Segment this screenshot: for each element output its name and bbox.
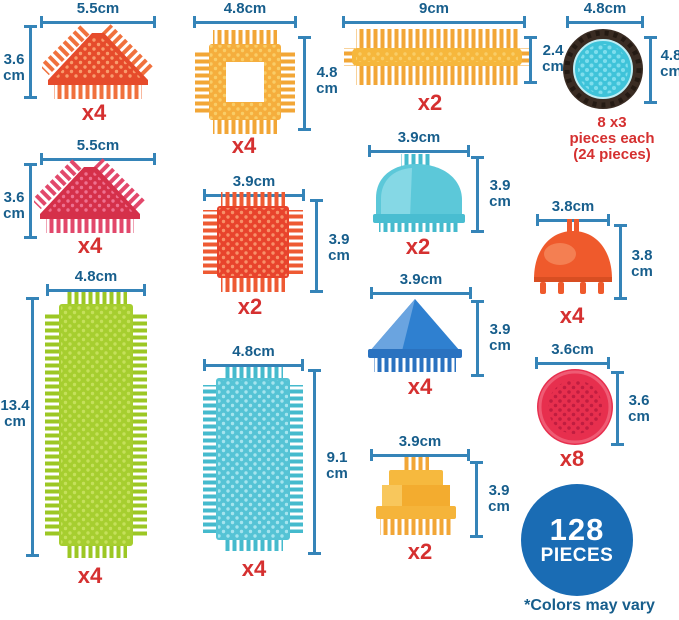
pieces-count: 128 bbox=[549, 511, 605, 547]
quantity-label: x2 bbox=[405, 234, 431, 259]
width-dimension: 4.8cm bbox=[193, 0, 297, 28]
width-label: 4.8cm bbox=[74, 268, 118, 285]
total-pieces-badge: 128 PIECES bbox=[521, 484, 633, 596]
height-dimension bbox=[644, 36, 657, 104]
quantity-label: x2 bbox=[417, 90, 443, 115]
quantity-label: x8 bbox=[559, 446, 585, 471]
blue-dome-shape bbox=[373, 154, 465, 232]
height-label: 4.8 cm bbox=[660, 47, 679, 81]
quantity-label: x2 bbox=[237, 294, 263, 319]
width-dimension: 3.9cm bbox=[370, 433, 470, 461]
quantity-label: x4 bbox=[77, 233, 103, 258]
yellow-rod-shape bbox=[344, 29, 530, 85]
width-label: 3.9cm bbox=[232, 173, 276, 190]
green-plate-shape bbox=[45, 292, 147, 558]
width-dimension: 3.6cm bbox=[535, 341, 610, 369]
width-label: 4.8cm bbox=[583, 0, 627, 17]
dimension-line bbox=[535, 357, 610, 369]
width-label: 3.9cm bbox=[398, 433, 442, 450]
width-dimension: 5.5cm bbox=[40, 137, 156, 165]
width-label: 4.8cm bbox=[232, 343, 275, 360]
width-label: 3.8cm bbox=[551, 198, 595, 215]
height-dimension bbox=[524, 36, 537, 84]
height-dimension bbox=[614, 224, 627, 300]
wheel-quantity-note: 8 x3 pieces each (24 pieces) bbox=[569, 114, 655, 164]
dimension-line bbox=[40, 153, 156, 165]
height-label: 3.6 cm bbox=[3, 189, 25, 223]
height-label: 3.9 cm bbox=[488, 482, 510, 516]
orange-triangle-shape bbox=[42, 24, 154, 99]
red-triangle-shape bbox=[34, 158, 146, 233]
width-dimension: 4.8cm bbox=[203, 343, 304, 371]
dimension-line bbox=[203, 359, 304, 371]
width-label: 3.9cm bbox=[399, 271, 443, 288]
dimension-line bbox=[40, 16, 156, 28]
height-dimension bbox=[471, 156, 484, 233]
quantity-label: x4 bbox=[241, 556, 267, 581]
dimension-line bbox=[46, 284, 146, 296]
pieces-label: PIECES bbox=[540, 544, 614, 566]
width-dimension: 4.8cm bbox=[566, 0, 644, 28]
quantity-label: x2 bbox=[407, 539, 433, 564]
colors-may-vary-footnote: *Colors may vary bbox=[524, 597, 655, 614]
dimension-line bbox=[342, 16, 526, 28]
quantity-label: x4 bbox=[81, 100, 107, 125]
height-label: 3.6 cm bbox=[628, 392, 650, 426]
width-label: 5.5cm bbox=[76, 137, 120, 154]
height-dimension bbox=[24, 163, 37, 239]
height-dimension bbox=[24, 25, 37, 99]
height-label: 9.1 cm bbox=[326, 449, 348, 483]
height-label: 3.9 cm bbox=[489, 321, 511, 355]
height-dimension bbox=[308, 369, 321, 555]
dimension-line bbox=[368, 145, 470, 157]
height-dimension bbox=[470, 461, 483, 538]
width-label: 4.8cm bbox=[223, 0, 267, 17]
red-disc-shape bbox=[537, 369, 613, 445]
height-label: 3.9 cm bbox=[489, 177, 511, 211]
height-dimension bbox=[26, 297, 39, 557]
quantity-label: x4 bbox=[407, 374, 433, 399]
wheel-shape bbox=[563, 29, 643, 109]
orange-dome-shape bbox=[534, 219, 612, 294]
width-dimension: 3.8cm bbox=[536, 198, 610, 226]
quantity-label: x4 bbox=[231, 133, 257, 158]
width-dimension: 3.9cm bbox=[370, 271, 472, 299]
width-dimension: 3.9cm bbox=[368, 129, 470, 157]
dimension-line bbox=[536, 214, 610, 226]
height-label: 4.8 cm bbox=[316, 64, 338, 98]
width-dimension: 9cm bbox=[342, 0, 526, 28]
width-label: 9cm bbox=[418, 0, 450, 17]
height-dimension bbox=[298, 36, 311, 131]
width-label: 5.5cm bbox=[76, 0, 120, 17]
blue-plate-shape bbox=[203, 367, 303, 551]
dimension-line bbox=[193, 16, 297, 28]
height-dimension bbox=[471, 300, 484, 377]
dimension-line bbox=[370, 449, 470, 461]
yellow-frame-shape bbox=[195, 30, 295, 134]
width-label: 3.9cm bbox=[397, 129, 441, 146]
height-label: 2.4 cm bbox=[542, 42, 564, 76]
dimension-line bbox=[370, 287, 472, 299]
quantity-label: x4 bbox=[77, 563, 103, 588]
width-dimension: 5.5cm bbox=[40, 0, 156, 28]
height-label: 3.9 cm bbox=[328, 231, 350, 265]
red-square-shape bbox=[203, 192, 303, 292]
height-dimension bbox=[310, 199, 323, 293]
height-label: 3.8 cm bbox=[631, 247, 653, 281]
height-label: 13.4 cm bbox=[0, 397, 30, 431]
width-label: 3.6cm bbox=[551, 341, 594, 358]
blue-cone-shape bbox=[368, 299, 462, 372]
height-label: 3.6 cm bbox=[3, 51, 25, 85]
yellow-block-shape bbox=[376, 457, 456, 535]
width-dimension: 4.8cm bbox=[46, 268, 146, 296]
quantity-label: x4 bbox=[559, 303, 585, 328]
dimension-line bbox=[566, 16, 644, 28]
height-dimension bbox=[611, 371, 624, 446]
